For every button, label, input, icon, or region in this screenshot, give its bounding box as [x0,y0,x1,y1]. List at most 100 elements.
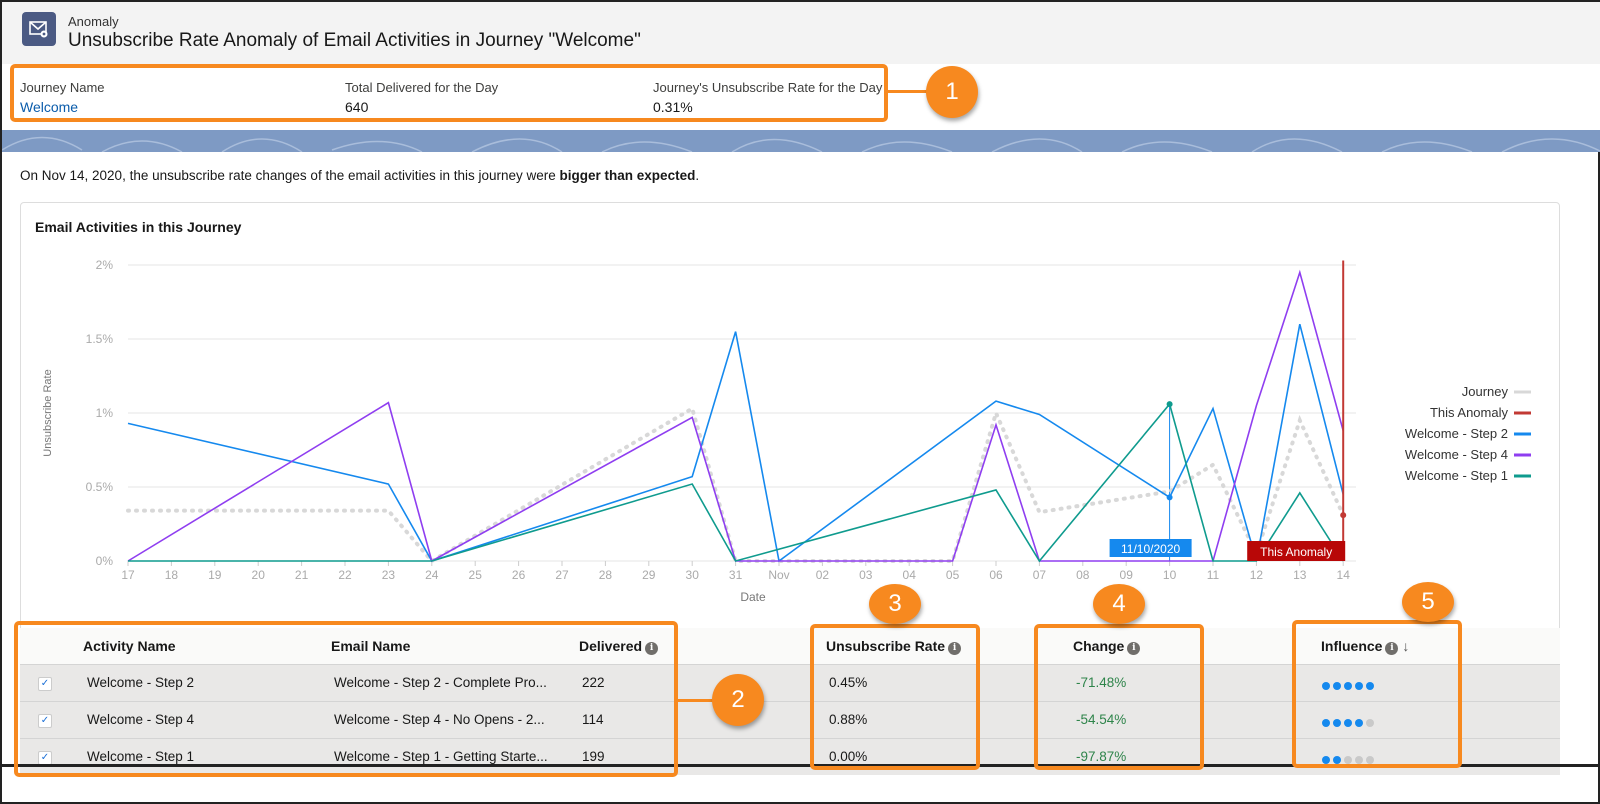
divider [2,764,1600,767]
delivered-value: 640 [345,99,369,115]
y-tick-label: 1.5% [86,332,114,346]
x-tick-label: 12 [1250,568,1264,582]
x-tick-label: 19 [208,568,222,582]
legend-label: Journey [1462,384,1509,399]
delivered-label: Total Delivered for the Day [345,80,499,95]
journey-name-link[interactable]: Welcome [20,99,79,115]
header-unsubscribe-rate[interactable]: Unsubscribe Rate i [826,638,962,655]
x-tick-label: 17 [121,568,135,582]
table-row[interactable]: ✓ Welcome - Step 2 Welcome - Step 2 - Co… [20,664,1560,701]
y-tick-label: 0.5% [86,480,114,494]
x-tick-label: 30 [686,568,700,582]
unsubscribe-rate: 0.00% [829,749,868,764]
influence-rating [1322,678,1377,693]
info-icon[interactable]: i [1385,642,1399,655]
callout-2: 2 [712,674,764,726]
page-header: Anomaly Unsubscribe Rate Anomaly of Emai… [2,2,1600,64]
anomaly-point [1340,512,1347,519]
change-value: -54.54% [1076,712,1127,727]
influence-dot [1344,756,1352,764]
change-value: -97.87% [1076,749,1127,764]
callout-3: 3 [869,584,921,624]
x-tick-label: 07 [1033,568,1047,582]
series-line-welcome-step-4 [127,269,1344,563]
info-icon[interactable]: i [645,642,659,655]
x-tick-label: 11 [1207,568,1220,582]
x-tick-label: 24 [425,568,439,582]
legend-label: This Anomaly [1430,405,1509,420]
anomaly-description: On Nov 14, 2020, the unsubscribe rate ch… [20,168,700,183]
decorative-banner [2,130,1600,152]
anomaly-label: This Anomaly [1260,545,1332,559]
rate-label: Journey's Unsubscribe Rate for the Day [653,80,883,95]
callout-connector [678,699,714,702]
x-tick-label: 18 [165,568,179,582]
chart-title: Email Activities in this Journey [35,219,242,235]
sort-arrow-icon[interactable]: ↓ [1402,638,1410,654]
unsubscribe-rate: 0.45% [829,675,868,690]
page-title: Unsubscribe Rate Anomaly of Email Activi… [68,30,641,51]
info-icon[interactable]: i [1127,642,1141,655]
x-tick-label: 28 [599,568,613,582]
email-name: Welcome - Step 4 - No Opens - 2... [334,712,545,727]
journey-name-label: Journey Name [20,80,105,95]
x-tick-label: 31 [729,568,743,582]
series-line-journey [126,405,1346,564]
header-activity-name[interactable]: Activity Name [83,638,176,654]
callout-connector [888,90,928,93]
x-tick-label: 14 [1337,568,1351,582]
delivered-field: Total Delivered for the Day 640 [345,80,498,115]
table-header: Activity Name Email Name Delivered i Unsu… [20,628,1560,664]
x-tick-label: 21 [295,568,309,582]
y-tick-label: 1% [96,406,114,420]
change-value: -71.48% [1076,675,1127,690]
callout-box-4 [1034,624,1204,770]
info-icon[interactable]: i [948,642,962,655]
email-name: Welcome - Step 1 - Getting Starte... [334,749,548,764]
table-row[interactable]: ✓ Welcome - Step 4 Welcome - Step 4 - No… [20,701,1560,738]
delivered-count: 199 [582,749,605,764]
influence-dot [1366,756,1374,764]
y-tick-label: 2% [96,258,114,272]
header-delivered[interactable]: Delivered i [579,638,659,655]
y-tick-label: 0% [96,554,114,568]
table-row[interactable]: ✓ Welcome - Step 1 Welcome - Step 1 - Ge… [20,738,1560,775]
x-tick-label: 22 [338,568,352,582]
chart-card: Email Activities in this Journey 0% 0.5% 1… [20,202,1560,632]
influence-dot [1322,756,1330,764]
legend-label: Welcome - Step 2 [1405,426,1508,441]
email-name: Welcome - Step 2 - Complete Pro... [334,675,547,690]
header-influence[interactable]: Influence i ↓ [1321,638,1410,655]
delivered-count: 222 [582,675,605,690]
x-tick-label: 02 [816,568,830,582]
influence-dot [1322,682,1330,690]
influence-dot [1333,756,1341,764]
row-checkbox[interactable]: ✓ [38,714,52,728]
rate-field: Journey's Unsubscribe Rate for the Day 0… [653,80,882,115]
x-tick-label: 23 [382,568,396,582]
header-email-name[interactable]: Email Name [331,638,411,654]
hover-date-box [1109,539,1192,557]
row-checkbox[interactable]: ✓ [38,677,52,691]
callout-5: 5 [1402,582,1454,622]
series-line-welcome-step-2 [127,324,1344,563]
x-tick-label: 08 [1076,568,1090,582]
activities-table: Activity Name Email Name Delivered i Unsu… [20,628,1560,775]
line-chart: 0% 0.5% 1% 1.5% 2% 17 18 19 20 21 22 23 24 25 26 27 28 29… [42,258,1531,604]
hover-date-label: 11/10/2020 [1121,542,1180,556]
x-tick-label: 13 [1293,568,1307,582]
callout-box-1 [10,64,888,122]
x-tick-label: 04 [903,568,917,582]
x-tick-label: Nov [768,568,789,582]
x-tick-label: 20 [252,568,266,582]
x-tick-label: 25 [469,568,483,582]
x-tick-label: 10 [1163,568,1177,582]
legend-label: Welcome - Step 1 [1405,468,1508,483]
anomaly-label-box [1247,541,1346,561]
header-change[interactable]: Change i [1073,638,1141,655]
influence-dot [1366,682,1374,690]
activity-name: Welcome - Step 2 [87,675,195,690]
x-tick-label: 27 [555,568,569,582]
influence-dot [1344,682,1352,690]
rate-value: 0.31% [653,99,693,115]
